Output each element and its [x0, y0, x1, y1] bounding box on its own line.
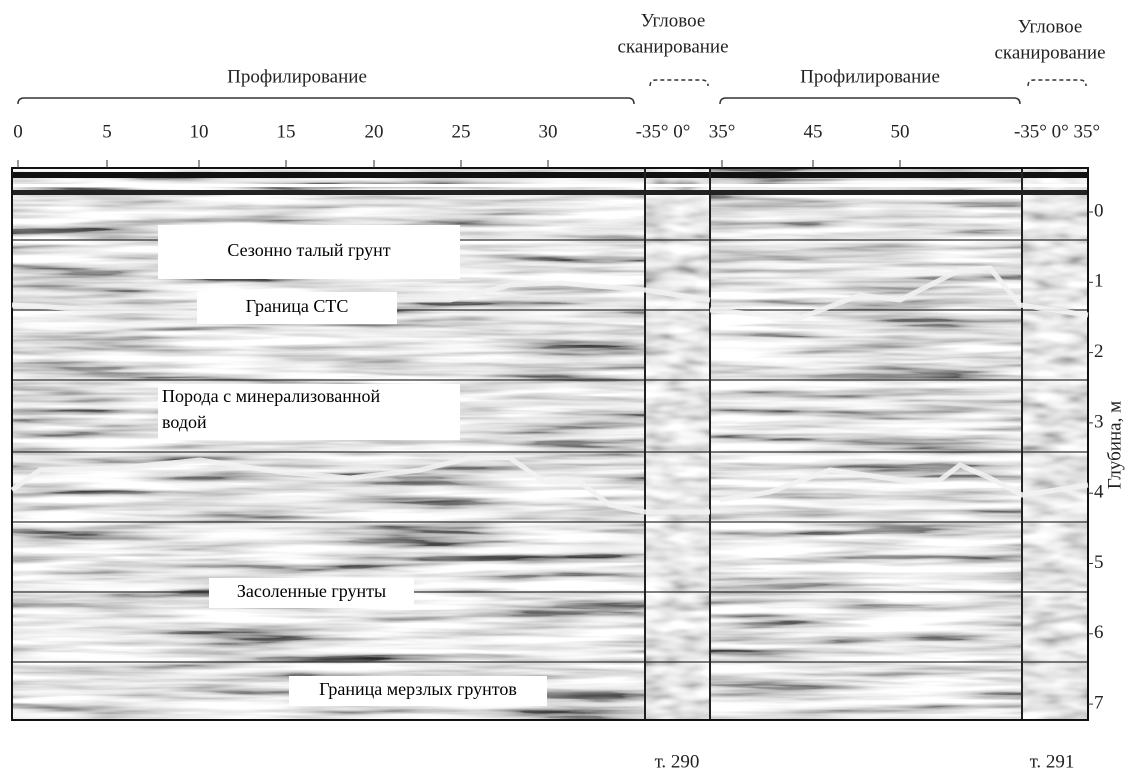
depth-axis-label: Глубина, м: [1104, 401, 1125, 489]
x-tick-label: 50: [891, 121, 910, 142]
depth-tick-label: 5: [1094, 552, 1104, 573]
x-tick-label: 10: [190, 121, 209, 142]
point-label: т. 291: [1030, 751, 1075, 772]
depth-tick-label: 6: [1094, 622, 1104, 643]
depth-tick-label: 2: [1094, 341, 1104, 362]
section-label: сканирование: [617, 36, 728, 57]
annotation: Граница СТС: [246, 296, 349, 316]
x-tick-label: 25: [452, 121, 471, 142]
x-tick-label: 30: [539, 121, 558, 142]
x-tick-label: -35° 0°: [636, 121, 691, 142]
x-tick-label: 20: [365, 121, 384, 142]
annotation-box: [197, 292, 397, 324]
annotation-box: [209, 578, 414, 608]
x-tick-label: 45: [804, 121, 823, 142]
x-tick-label: 15: [277, 121, 296, 142]
x-tick-label: 35°: [709, 121, 736, 142]
depth-tick-label: 7: [1094, 692, 1104, 713]
x-tick-label: 5: [102, 121, 112, 142]
point-label: т. 290: [655, 751, 700, 772]
annotation: водой: [162, 412, 207, 432]
brackets: [17, 79, 1087, 105]
depth-tick-label: 1: [1094, 271, 1104, 292]
annotation: Сезонно талый грунт: [227, 240, 390, 260]
annotation-box: [158, 225, 460, 279]
depth-tick-label: 3: [1094, 411, 1104, 432]
annotation: Граница мерзлых грунтов: [319, 679, 517, 699]
section-label: сканирование: [994, 42, 1105, 63]
annotation-box: [289, 676, 547, 706]
section-label: Угловое: [1018, 16, 1083, 37]
annotation: Порода с минерализованной: [162, 386, 381, 406]
depth-tick-label: 4: [1094, 482, 1104, 503]
section-label: Профилирование: [800, 66, 940, 87]
depth-tick-label: 0: [1094, 200, 1104, 221]
annotation-box: [158, 384, 460, 440]
x-tick-label: 0: [13, 121, 23, 142]
x-tick-label: -35° 0° 35°: [1014, 121, 1100, 142]
annotation: Засоленные грунты: [237, 581, 386, 601]
section-label: Угловое: [641, 10, 706, 31]
section-label: Профилирование: [227, 66, 367, 87]
